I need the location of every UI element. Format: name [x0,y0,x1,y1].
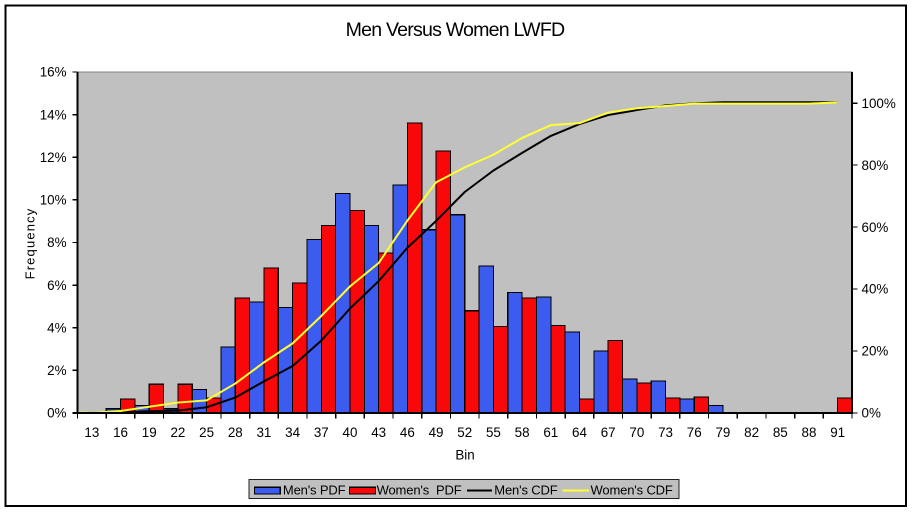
svg-text:2%: 2% [47,363,66,378]
svg-text:61: 61 [543,425,558,440]
svg-text:37: 37 [314,425,329,440]
svg-text:52: 52 [457,425,472,440]
svg-text:Frequency: Frequency [22,208,37,280]
svg-text:85: 85 [773,425,788,440]
svg-text:13: 13 [84,425,99,440]
svg-text:91: 91 [830,425,845,440]
svg-text:20%: 20% [862,344,889,359]
svg-text:16%: 16% [40,65,67,80]
svg-text:31: 31 [256,425,271,440]
svg-text:79: 79 [715,425,730,440]
svg-text:16: 16 [113,425,128,440]
svg-text:60%: 60% [862,220,889,235]
svg-text:67: 67 [601,425,616,440]
svg-text:0%: 0% [47,406,66,421]
svg-text:Women's CDF: Women's CDF [591,483,673,498]
svg-text:25: 25 [199,425,214,440]
svg-text:73: 73 [658,425,673,440]
svg-text:8%: 8% [47,235,66,250]
svg-text:22: 22 [170,425,185,440]
svg-text:Women's PDF: Women's PDF [377,483,462,498]
svg-text:43: 43 [371,425,386,440]
svg-text:12%: 12% [40,150,67,165]
svg-text:88: 88 [802,425,817,440]
svg-text:64: 64 [572,425,587,440]
svg-text:4%: 4% [47,320,66,335]
svg-text:10%: 10% [40,193,67,208]
svg-text:0%: 0% [862,406,881,421]
svg-text:70: 70 [629,425,644,440]
svg-text:6%: 6% [47,278,66,293]
svg-text:40: 40 [343,425,358,440]
svg-text:58: 58 [515,425,530,440]
svg-text:Men Versus Women LWFD: Men Versus Women LWFD [346,19,565,41]
svg-text:76: 76 [687,425,702,440]
svg-text:40%: 40% [862,282,889,297]
svg-text:80%: 80% [862,158,889,173]
svg-text:55: 55 [486,425,501,440]
svg-text:Bin: Bin [455,448,474,463]
svg-text:28: 28 [228,425,243,440]
svg-text:49: 49 [429,425,444,440]
svg-text:34: 34 [285,425,300,440]
svg-text:14%: 14% [40,107,67,122]
svg-text:100%: 100% [862,96,896,111]
svg-text:Men's PDF: Men's PDF [283,483,346,498]
svg-text:46: 46 [400,425,415,440]
svg-text:19: 19 [142,425,157,440]
svg-text:82: 82 [744,425,759,440]
svg-text:Men's CDF: Men's CDF [494,483,557,498]
